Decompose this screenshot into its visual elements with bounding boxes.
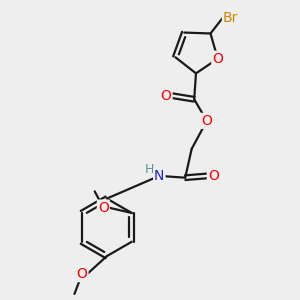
Text: O: O <box>76 267 87 281</box>
Text: N: N <box>154 169 164 183</box>
Text: H: H <box>145 163 154 176</box>
Text: Br: Br <box>223 11 238 25</box>
Text: O: O <box>208 169 219 183</box>
Text: O: O <box>212 52 223 66</box>
Text: O: O <box>161 89 172 103</box>
Text: O: O <box>201 114 212 128</box>
Text: O: O <box>98 201 109 214</box>
